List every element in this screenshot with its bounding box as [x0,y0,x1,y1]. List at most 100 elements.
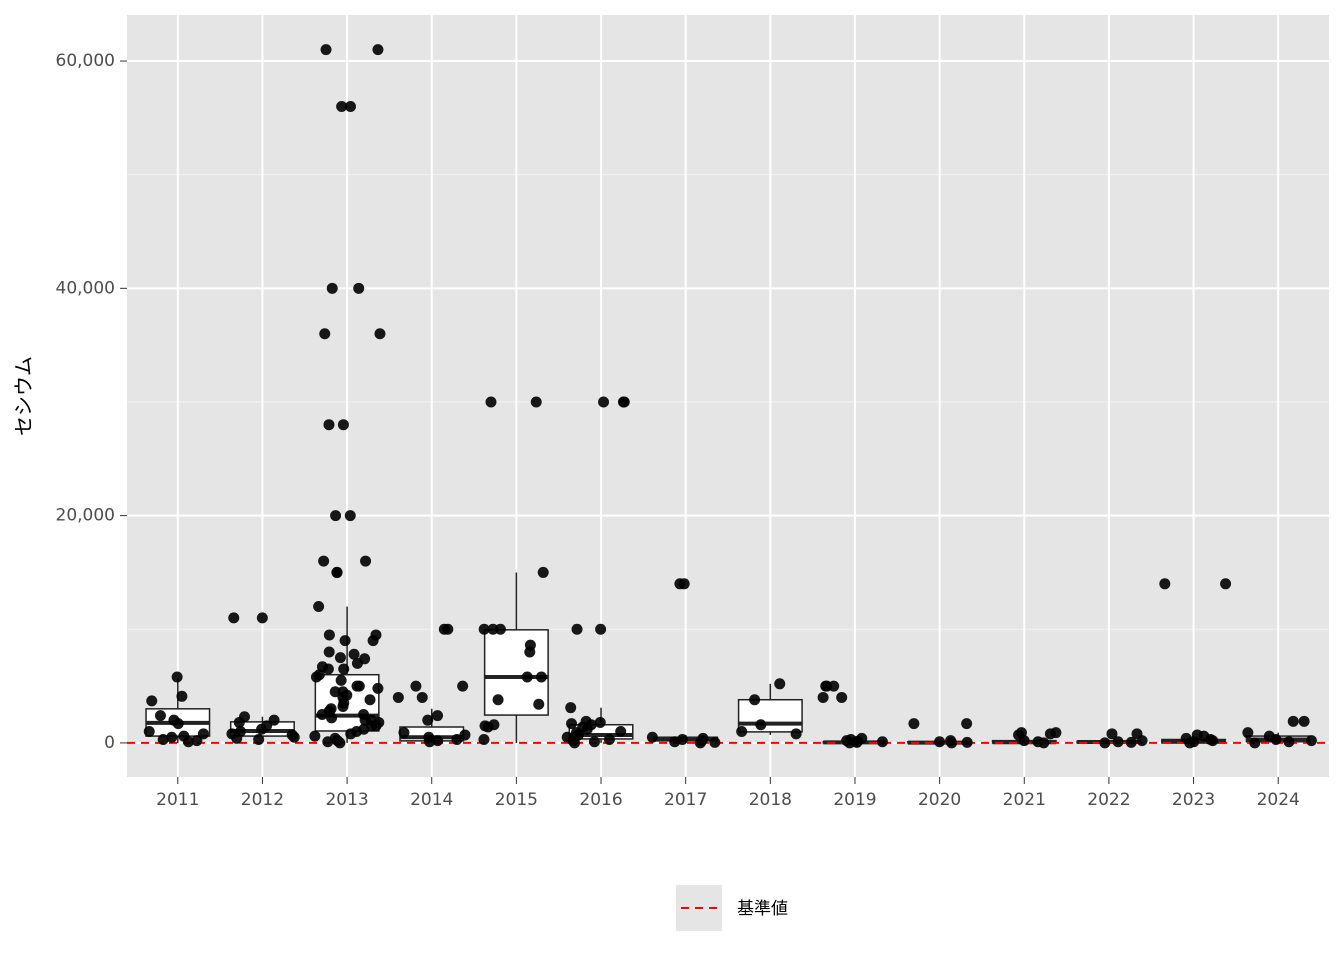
point [344,510,356,522]
point [1287,715,1299,727]
point [533,698,545,710]
point [774,678,786,690]
point [338,663,350,675]
point [669,736,681,748]
point [335,674,347,686]
point [595,623,607,635]
point [1106,728,1118,740]
x-tick-label: 2024 [1257,790,1300,810]
x-tick-label: 2022 [1087,790,1130,810]
point [348,648,360,660]
point [319,328,331,340]
point [334,737,346,749]
point [674,578,686,590]
point [615,726,627,738]
point [233,716,245,728]
point [182,736,194,748]
point [566,718,578,730]
point [191,735,203,747]
point [268,714,280,726]
point [337,419,349,431]
point [946,737,958,749]
point [339,635,351,647]
point [961,718,973,730]
point [790,728,802,740]
point [618,396,630,408]
point [334,652,346,664]
point [171,671,183,683]
point [1305,735,1317,747]
point [197,728,209,740]
point [1018,735,1030,747]
point [530,396,542,408]
x-tick-label: 2014 [410,790,453,810]
point [360,555,372,567]
x-tick-label: 2018 [749,790,792,810]
point [231,732,243,744]
point [337,701,349,713]
box [737,698,803,733]
x-tick-label: 2012 [241,790,284,810]
point [1249,737,1261,749]
point [876,736,888,748]
point [524,646,536,658]
point [320,44,332,56]
point [603,733,615,745]
point [1112,736,1124,748]
point [166,731,178,743]
point [1159,578,1171,590]
point [353,282,365,294]
point [565,702,577,714]
point [422,714,434,726]
point [330,510,342,522]
x-tick-label: 2015 [495,790,538,810]
point [1207,735,1219,747]
point [374,328,386,340]
point [482,721,494,733]
point [256,612,268,624]
point [1136,735,1148,747]
point [313,601,325,613]
point [345,728,357,740]
y-axis-label: セシウム [12,356,36,436]
point [256,723,268,735]
point [146,695,158,707]
point [323,629,335,641]
point [478,623,490,635]
point [432,735,444,747]
point [432,710,444,722]
point [442,623,454,635]
point [310,671,322,683]
x-tick-label: 2019 [833,790,876,810]
point [451,733,463,745]
point [318,555,330,567]
point [1099,737,1111,749]
point [416,691,428,703]
point [487,623,499,635]
point [228,612,240,624]
x-tick-label: 2016 [579,790,622,810]
point [336,100,348,112]
point [309,730,321,742]
x-tick-label: 2021 [1003,790,1046,810]
point [1220,578,1232,590]
point [736,726,748,738]
y-tick-label: 40,000 [56,278,115,298]
point [836,691,848,703]
x-tick-label: 2011 [156,790,199,810]
panel [127,15,1329,777]
point [329,686,341,698]
legend-label: 基準値 [737,899,788,919]
point [457,680,469,692]
point [694,737,706,749]
point [828,680,840,692]
point [322,663,334,675]
point [157,733,169,745]
point [485,396,497,408]
point [372,682,384,694]
point [934,736,946,748]
x-tick-label: 2020 [918,790,961,810]
point [581,723,593,735]
point [492,694,504,706]
